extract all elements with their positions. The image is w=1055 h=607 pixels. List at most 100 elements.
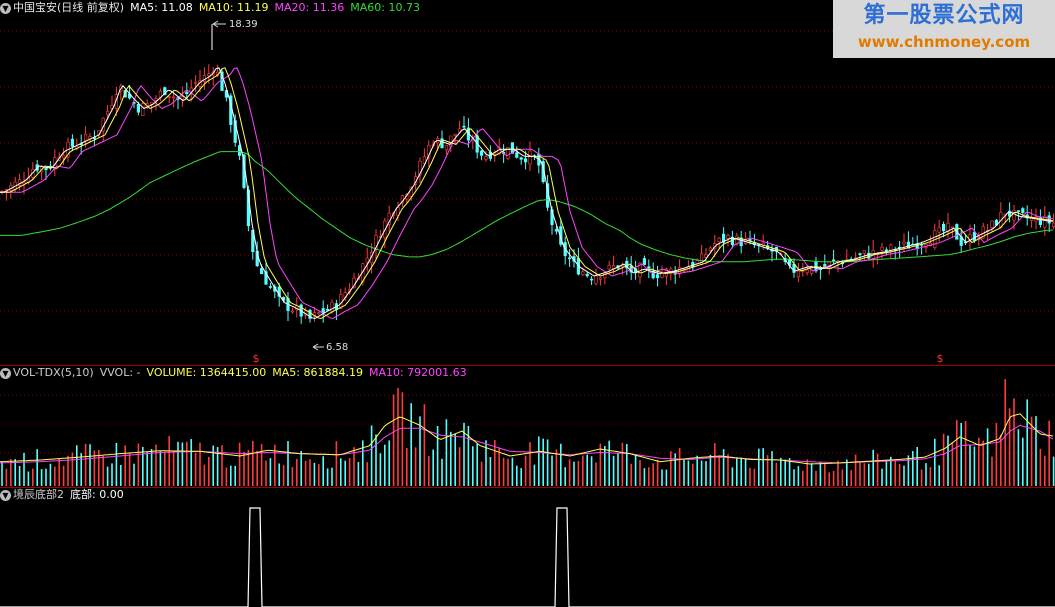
candle-body xyxy=(365,257,369,263)
candle-body xyxy=(796,270,800,278)
price-panel-header: ▼ 中国宝安(日线 前复权) MA5: 11.08 MA10: 11.19 MA… xyxy=(0,1,420,15)
candle-body xyxy=(519,157,523,160)
candle-body xyxy=(889,244,893,251)
candle-body xyxy=(704,253,708,258)
candle-body xyxy=(422,156,427,164)
candle-body xyxy=(721,233,726,243)
candle-body xyxy=(238,145,242,156)
candle-body xyxy=(141,103,145,116)
candle-body xyxy=(479,150,484,156)
candle-body xyxy=(598,277,602,280)
bottom-indicator-value: 底部: 0.00 xyxy=(70,488,124,501)
candle-body xyxy=(1038,217,1042,225)
candle-body xyxy=(515,152,519,158)
candle-body xyxy=(528,150,532,165)
candle-body xyxy=(567,257,572,260)
low-price-label: 6.58 xyxy=(326,342,349,353)
candle-body xyxy=(154,98,158,101)
candle-body xyxy=(136,103,141,113)
candle-body xyxy=(189,87,193,93)
ma5-line xyxy=(0,67,1054,320)
vol-ma5-value: MA5: 861884.19 xyxy=(272,366,363,379)
volume-panel-header: ▼ VOL-TDX(5,10) VVOL: - VOLUME: 1364415.… xyxy=(0,366,467,380)
candle-body xyxy=(308,309,312,319)
candle-body xyxy=(106,110,110,115)
candle-body xyxy=(581,271,585,275)
candle-body xyxy=(748,239,752,241)
candle-body xyxy=(603,273,607,279)
candle-body xyxy=(172,96,176,99)
candle-body xyxy=(339,294,343,309)
candle-body xyxy=(880,246,884,251)
candle-body xyxy=(655,274,660,279)
candle-body xyxy=(44,167,48,171)
watermark-url: www.chnmoney.com xyxy=(857,33,1031,51)
candle-body xyxy=(484,156,488,160)
bottom-menu-chevron-icon[interactable]: ▼ xyxy=(0,489,11,501)
bottom-signal-line xyxy=(0,507,1055,607)
candle-body xyxy=(321,308,325,314)
stock-name: 中国宝安(日线 前复权) xyxy=(13,1,125,14)
candle-body xyxy=(440,138,444,149)
candle-body xyxy=(726,235,730,239)
candle-body xyxy=(444,144,449,151)
candle-body xyxy=(325,308,330,311)
candle-body xyxy=(167,96,171,98)
signal-marker: $ xyxy=(937,352,944,365)
high-price-label: 18.39 xyxy=(229,19,258,30)
candle-body xyxy=(1016,210,1020,212)
candle-body xyxy=(906,241,910,249)
candle-body xyxy=(61,154,66,159)
candle-body xyxy=(317,312,321,314)
candle-body xyxy=(409,187,413,197)
ma5-value: MA5: 11.08 xyxy=(130,1,193,14)
candle-body xyxy=(1043,215,1047,228)
candle-body xyxy=(84,133,88,142)
vvol-value: VVOL: - xyxy=(99,366,141,379)
candle-body xyxy=(506,147,510,159)
candle-body xyxy=(717,237,721,243)
ma60-line xyxy=(0,151,1054,263)
ma20-value: MA20: 11.36 xyxy=(274,1,345,14)
volume-ma10-line xyxy=(0,424,1054,464)
candle-body xyxy=(523,158,528,163)
candle-body xyxy=(510,142,515,154)
candle-body xyxy=(554,229,558,232)
candle-body xyxy=(823,264,827,268)
candle-body xyxy=(858,253,862,255)
candle-body xyxy=(264,271,268,285)
candle-body xyxy=(207,73,211,77)
candle-body xyxy=(114,94,118,109)
candle-body xyxy=(220,71,224,91)
volume-ma5-line xyxy=(0,413,1054,465)
candle-body xyxy=(1021,208,1025,213)
candle-body xyxy=(268,286,273,288)
candle-body xyxy=(594,275,598,284)
candle-body xyxy=(180,96,185,100)
candle-body xyxy=(937,227,941,233)
panel-menu-chevron-icon[interactable]: ▼ xyxy=(0,2,11,14)
candle-body xyxy=(194,81,198,84)
candle-body xyxy=(374,234,378,251)
vol-indicator-name: VOL-TDX(5,10) xyxy=(13,366,94,379)
low-marker-arrow xyxy=(312,343,324,351)
candle-body xyxy=(185,91,189,95)
candle-body xyxy=(827,261,831,266)
candle-body xyxy=(990,220,994,228)
candle-body xyxy=(330,301,334,312)
candle-body xyxy=(585,273,589,277)
candle-body xyxy=(950,226,954,229)
signal-marker: $ xyxy=(253,352,260,365)
watermark: 第一股票公式网 www.chnmoney.com xyxy=(833,0,1055,58)
candle-body xyxy=(902,241,906,245)
volume-menu-chevron-icon[interactable]: ▼ xyxy=(0,367,11,379)
volume-value: VOLUME: 1364415.00 xyxy=(146,366,267,379)
bottom-indicator-name: 境辰底部2 xyxy=(13,488,64,501)
candle-body xyxy=(462,125,466,128)
candle-body xyxy=(22,181,26,185)
candle-body xyxy=(259,268,264,275)
ma60-value: MA60: 10.73 xyxy=(350,1,420,14)
vol-ma10-value: MA10: 792001.63 xyxy=(368,366,467,379)
candle-body xyxy=(559,226,563,245)
